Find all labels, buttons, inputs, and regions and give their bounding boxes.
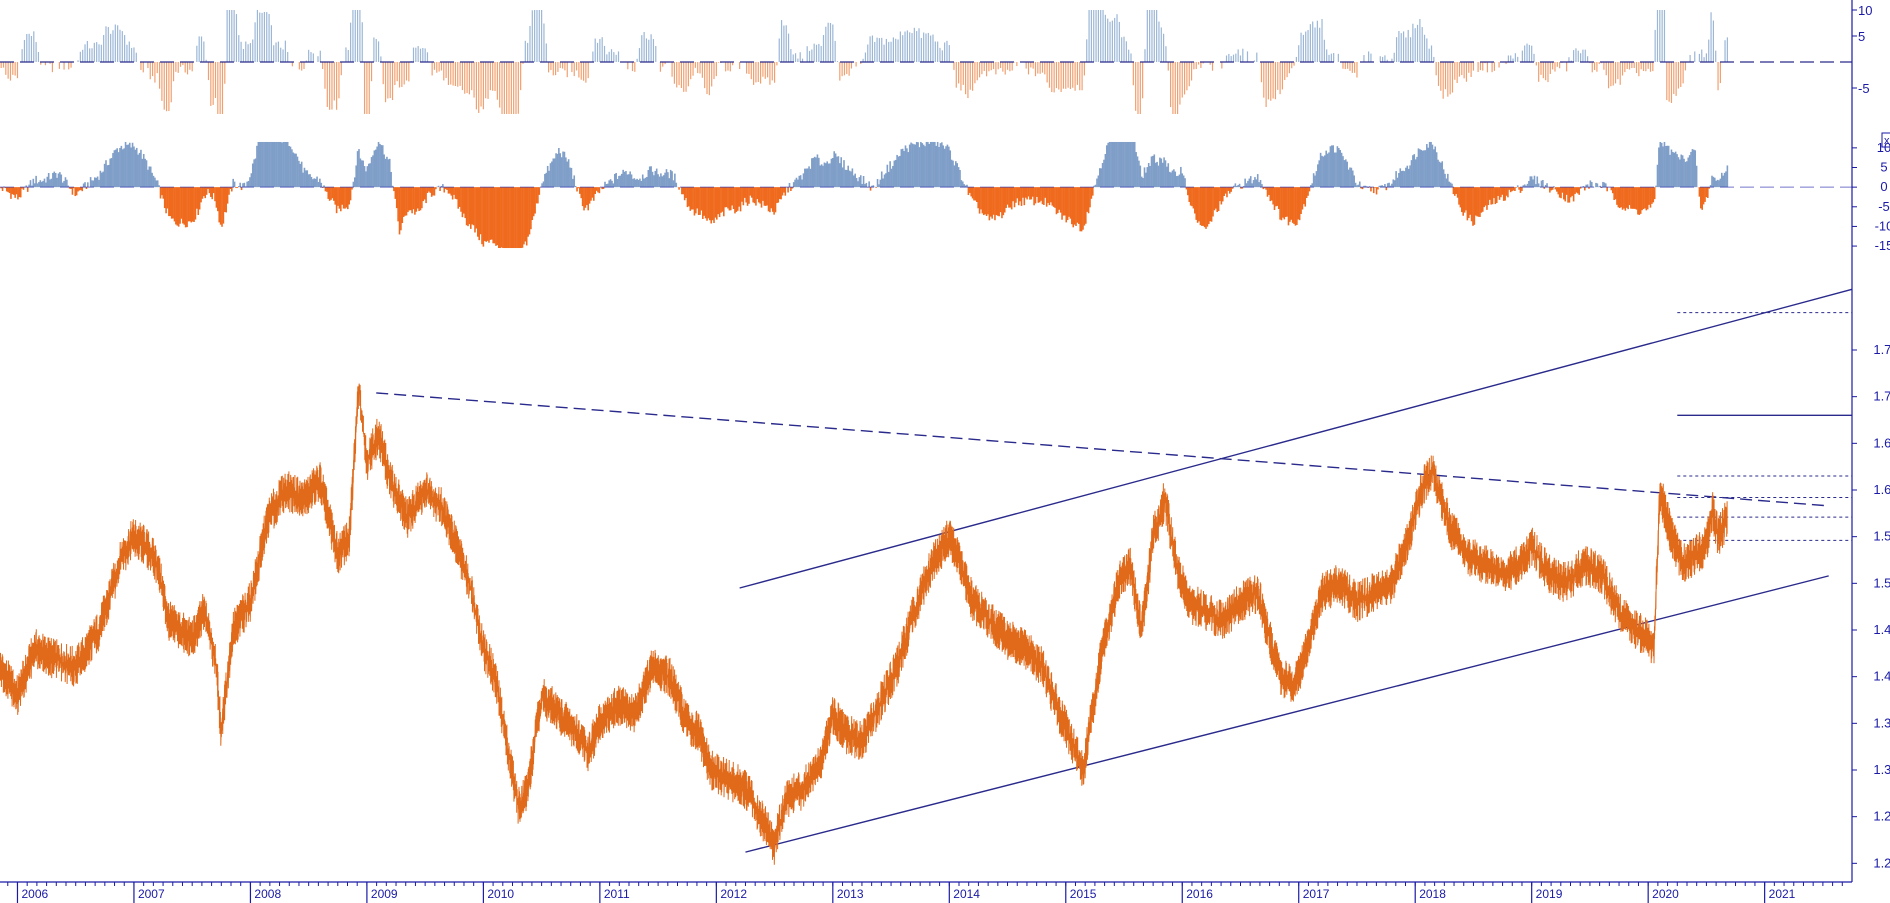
- year-tick-label: 2012: [720, 887, 747, 901]
- year-tick-label: 2011: [604, 887, 630, 901]
- price-tick-label: 1.35: [1873, 715, 1890, 730]
- trendline: [739, 288, 1853, 589]
- year-tick-label: 2007: [138, 887, 165, 901]
- price-tick-label: 1.70: [1873, 389, 1890, 404]
- histogram-panel: x1010 5 0 -5 -10 -15: [0, 132, 1890, 253]
- price-tick-label: 1.45: [1873, 622, 1890, 637]
- histogram-tick-label: -5: [1878, 199, 1890, 214]
- histogram-tick-label: 10: [1877, 140, 1890, 155]
- year-tick-label: 2020: [1652, 887, 1679, 901]
- year-tick-label: 2008: [254, 887, 281, 901]
- histogram-tick-label: 5: [1880, 160, 1887, 175]
- year-tick-label: 2010: [487, 887, 514, 901]
- trendline: [376, 392, 1829, 507]
- histogram-tick-label: -15: [1875, 238, 1890, 253]
- top-oscillator-tick-label: 5: [1858, 29, 1865, 44]
- price-tick-label: 1.75: [1873, 342, 1890, 357]
- time-axis: 2006 2007 2008 2009 2010 2011 2012 2013 2014 2015…: [0, 881, 1852, 903]
- histogram-multiplier-label: x10: [1884, 135, 1890, 147]
- price-line: [0, 383, 1728, 865]
- year-tick-label: 2019: [1536, 887, 1563, 901]
- trendline: [745, 575, 1829, 853]
- year-tick-label: 2015: [1070, 887, 1097, 901]
- histogram-tick-label: 0: [1880, 179, 1887, 194]
- price-panel: 1.75 1.70 1.65 1.60 1.55 1.50 1.45 1.40 1.35 1.30…: [0, 288, 1890, 870]
- price-tick-label: 1.65: [1873, 435, 1890, 450]
- top-oscillator-tick-label: -5: [1858, 81, 1870, 96]
- price-tick-label: 1.20: [1873, 855, 1890, 870]
- year-tick-label: 2009: [371, 887, 398, 901]
- price-tick-label: 1.40: [1873, 669, 1890, 684]
- year-tick-label: 2014: [953, 887, 980, 901]
- year-tick-label: 2018: [1419, 887, 1446, 901]
- top-oscillator-panel: 10 5 -5: [0, 3, 1872, 114]
- year-tick-label: 2017: [1303, 887, 1330, 901]
- price-tick-label: 1.30: [1873, 762, 1890, 777]
- histogram-multiplier-box: [1881, 132, 1890, 148]
- price-tick-label: 1.55: [1873, 529, 1890, 544]
- histogram-tick-label: -10: [1875, 218, 1890, 233]
- year-tick-label: 2021: [1769, 887, 1796, 901]
- price-tick-label: 1.50: [1873, 575, 1890, 590]
- price-tick-label: 1.60: [1873, 482, 1890, 497]
- year-tick-label: 2006: [21, 887, 48, 901]
- top-oscillator-tick-label: 10: [1858, 3, 1872, 18]
- year-tick-label: 2013: [837, 887, 864, 901]
- price-tick-label: 1.25: [1873, 809, 1890, 824]
- year-tick-label: 2016: [1186, 887, 1213, 901]
